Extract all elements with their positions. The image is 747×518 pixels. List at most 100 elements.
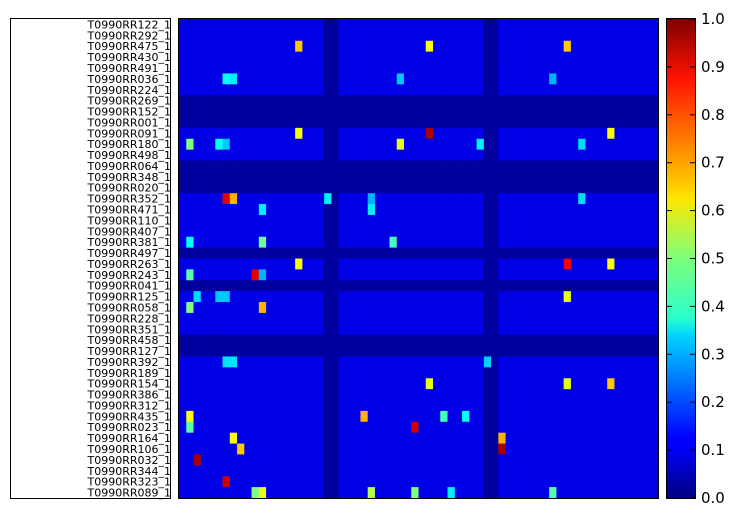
heatmap-cell [302,443,311,455]
heatmap-cell [389,454,398,466]
heatmap-cell [324,106,332,118]
heatmap-cell [592,171,601,183]
heatmap-cell [295,149,303,161]
heatmap-cell [585,247,594,259]
heatmap-cell [563,291,572,303]
heatmap-cell [251,291,260,303]
heatmap-cell [440,19,448,31]
heatmap-cell [563,312,572,325]
row-label: T0990RR032_1 [87,454,172,467]
heatmap-cell [179,269,187,281]
heatmap-cell [425,334,434,346]
row-label: T0990RR020_1 [87,182,172,195]
heatmap-cell [440,432,448,444]
heatmap-cell [440,138,448,151]
heatmap-cell [469,432,477,444]
heatmap-cell [541,225,550,238]
heatmap-cell [418,356,427,368]
heatmap-cell [280,269,289,281]
heatmap-cell [345,334,354,346]
heatmap-cell [491,476,499,488]
heatmap-cell [578,29,586,42]
heatmap-cell [650,378,659,390]
heatmap-cell [331,62,340,74]
heatmap-cell [309,116,318,129]
heatmap-cell [520,247,528,259]
heatmap-cell [549,454,557,466]
heatmap-cell [287,378,296,390]
heatmap-cell [396,334,405,346]
heatmap-cell [222,312,231,325]
heatmap-cell [324,312,332,325]
heatmap-cell [295,389,303,401]
heatmap-cell [200,204,209,216]
heatmap-cell [389,389,398,401]
heatmap-cell [491,269,499,281]
heatmap-cell [403,323,412,336]
heatmap-cell [353,193,361,205]
heatmap-cell [636,225,644,238]
row-label: T0990RR392_1 [87,356,172,369]
heatmap-cell [621,106,630,118]
heatmap-cell [498,400,506,412]
heatmap-cell [186,312,194,325]
heatmap-cell [374,291,383,303]
heatmap-cell [266,356,274,368]
heatmap-cell [628,73,637,85]
heatmap-cell [534,127,543,140]
heatmap-cell [179,95,187,107]
heatmap-cell [280,378,289,390]
heatmap-cell [244,214,252,227]
heatmap-cell [476,127,485,140]
heatmap-cell [295,29,303,42]
heatmap-cell [462,247,470,259]
heatmap-cell [505,171,514,183]
heatmap-cell [592,454,601,466]
heatmap-cell [382,95,390,107]
heatmap-cell [425,225,434,238]
heatmap-cell [636,214,644,227]
heatmap-cell [215,454,223,466]
heatmap-cell [403,476,412,488]
heatmap-cell [556,214,565,227]
heatmap-cell [258,465,267,477]
heatmap-cell [585,95,594,107]
heatmap-cell [556,389,565,401]
heatmap-cell [302,323,311,336]
heatmap-cell [462,454,470,466]
heatmap-cell [367,312,376,325]
heatmap-cell [578,236,586,249]
heatmap-cell [607,487,615,499]
heatmap-cell [396,29,405,42]
heatmap-cell [215,40,223,53]
heatmap-cell [374,454,383,466]
heatmap-cell [621,127,630,140]
heatmap-cell [186,193,194,205]
heatmap-cell [411,410,419,423]
heatmap-cell [316,19,325,31]
heatmap-cell [353,258,361,270]
heatmap-cell [403,410,412,423]
heatmap-cell [273,236,282,249]
heatmap-cell [411,247,419,259]
heatmap-cell [222,454,231,466]
heatmap-cell [374,487,383,499]
heatmap-cell [650,73,659,85]
heatmap-cell [570,312,579,325]
heatmap-cell [215,225,223,238]
heatmap-cell [650,323,659,336]
heatmap-cell [266,95,274,107]
heatmap-cell [186,116,194,129]
heatmap-cell [505,95,514,107]
heatmap-cell [520,62,528,74]
heatmap-cell [302,258,311,270]
heatmap-cell [650,410,659,423]
heatmap-cell [200,106,209,118]
heatmap-cell [229,95,238,107]
heatmap-cell [287,182,296,194]
heatmap-cell [418,312,427,325]
heatmap-cell [447,160,456,172]
heatmap-cell [440,225,448,238]
heatmap-cell [549,95,557,107]
heatmap-cell [186,73,194,85]
